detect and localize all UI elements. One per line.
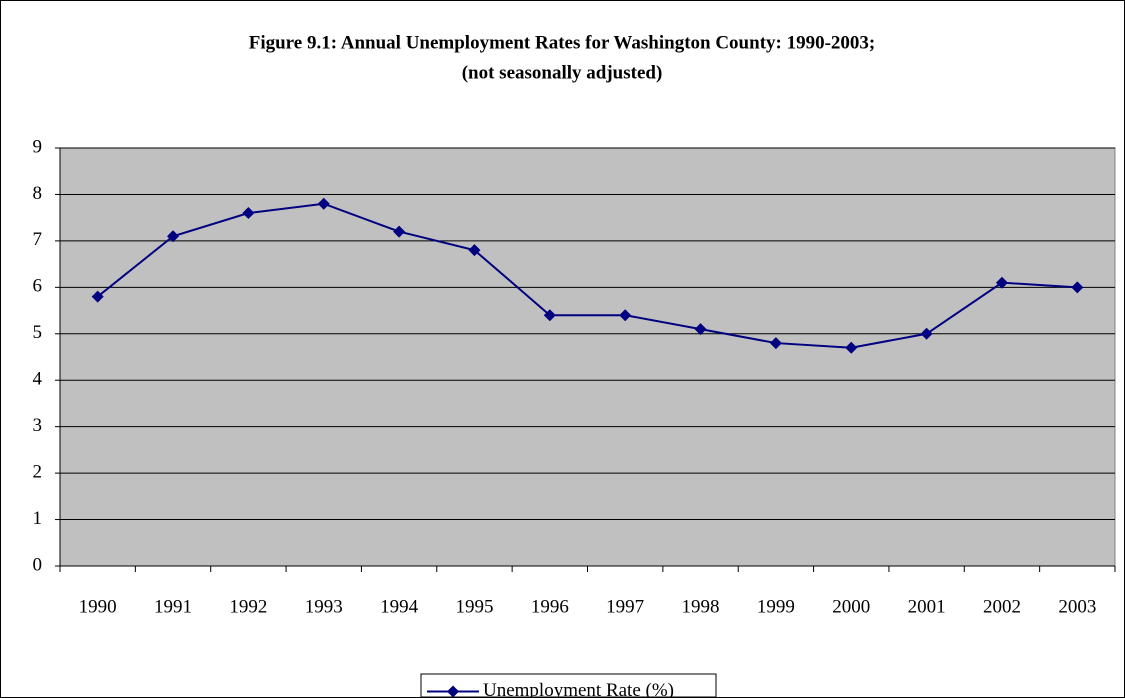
point-marker xyxy=(393,225,406,238)
legend-label: Unemployment Rate (%) xyxy=(483,680,674,698)
y-tick-label: 9 xyxy=(33,136,43,157)
point-marker xyxy=(317,197,330,210)
y-tick-label: 2 xyxy=(33,461,43,482)
x-tick-label: 1993 xyxy=(305,596,343,617)
x-tick-label: 1992 xyxy=(229,596,267,617)
point-marker xyxy=(920,327,933,340)
chart-title: Figure 9.1: Annual Unemployment Rates fo… xyxy=(249,32,876,53)
x-tick-label: 2001 xyxy=(908,596,946,617)
x-tick-label: 2000 xyxy=(832,596,870,617)
chart-subtitle: (not seasonally adjusted) xyxy=(462,62,663,83)
point-marker xyxy=(845,341,858,354)
y-tick-label: 6 xyxy=(33,276,43,297)
x-tick-label: 1990 xyxy=(79,596,117,617)
x-tick-label: 1991 xyxy=(154,596,192,617)
x-tick-label: 2002 xyxy=(983,596,1021,617)
x-tick-label: 1999 xyxy=(757,596,795,617)
x-tick-label: 1998 xyxy=(682,596,720,617)
point-marker xyxy=(242,207,255,220)
y-tick-label: 5 xyxy=(33,322,43,343)
legend-box xyxy=(420,673,717,698)
point-marker xyxy=(543,309,556,322)
point-marker xyxy=(694,323,707,336)
series-line xyxy=(97,202,1078,349)
x-tick-label: 1997 xyxy=(606,596,644,617)
x-tick-label: 1994 xyxy=(380,596,419,617)
y-tick-label: 4 xyxy=(33,369,43,390)
y-tick-label: 1 xyxy=(33,508,43,529)
point-marker xyxy=(995,276,1008,289)
point-marker xyxy=(619,309,632,322)
x-tick-label: 1995 xyxy=(455,596,493,617)
point-marker xyxy=(468,244,481,257)
y-tick-label: 8 xyxy=(33,183,43,204)
point-marker xyxy=(91,290,104,303)
point-marker xyxy=(167,230,180,243)
x-tick-label: 1996 xyxy=(531,596,569,617)
point-marker xyxy=(1071,281,1084,294)
y-tick-label: 3 xyxy=(33,415,43,436)
y-tick-label: 7 xyxy=(33,229,43,250)
plot-area xyxy=(59,147,1116,567)
point-marker xyxy=(769,337,782,350)
y-tick-label: 0 xyxy=(33,554,43,575)
legend-marker xyxy=(447,685,459,698)
x-tick-label: 2003 xyxy=(1058,596,1096,617)
